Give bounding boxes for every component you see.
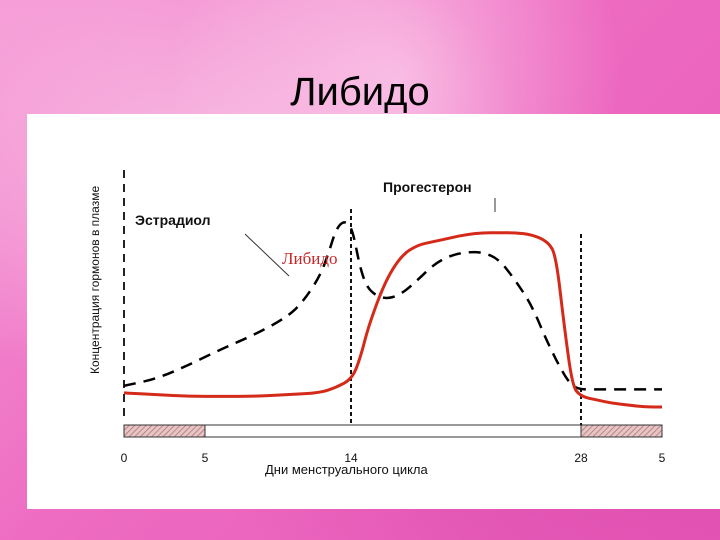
x-tick-label: 5 [202,451,209,465]
y-axis-label: Концентрация гормонов в плазме [88,186,102,374]
x-tick-label: 28 [574,451,588,465]
series-line-estradiol [123,221,662,391]
libido-annotation: Либидо [282,249,338,268]
x-tick-label: 5 [659,451,666,465]
x-tick-label: 0 [121,451,128,465]
x-axis-label: Дни менструального цикла [265,462,429,477]
series-label-progesterone: Прогестерон [383,179,472,195]
series-line-progesterone [123,231,662,409]
x-tick-label: 14 [344,451,358,465]
menstruation-bar-end [580,424,663,438]
series-label-estradiol: Эстрадиол [135,212,211,228]
slide-title: Либидо [290,70,430,114]
estradiol-pointer [244,233,290,277]
chart-panel: Концентрация гормонов в плазме 0 5 14 28 5 Э… [27,114,720,509]
hormone-chart: Концентрация гормонов в плазме 0 5 14 28 5 Э… [88,170,666,477]
menstruation-bar-start [123,424,206,438]
